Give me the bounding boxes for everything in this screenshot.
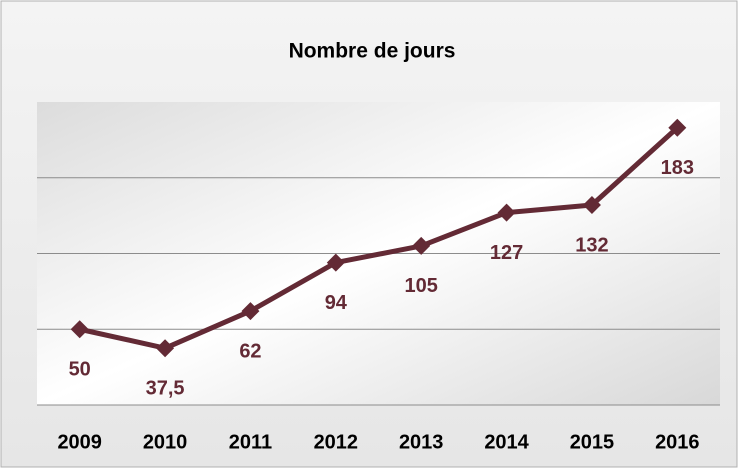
line xyxy=(79,125,679,351)
marker xyxy=(70,320,89,339)
data-label: 183 xyxy=(661,157,694,179)
marker xyxy=(241,302,260,321)
x-tick-label: 2016 xyxy=(655,431,700,453)
marker xyxy=(668,118,687,137)
x-tick-label: 2015 xyxy=(570,431,615,453)
marker xyxy=(412,236,431,255)
x-tick-label: 2011 xyxy=(229,431,272,453)
data-label: 50 xyxy=(69,359,91,381)
data-label: 94 xyxy=(325,292,348,314)
data-label: 105 xyxy=(405,275,438,297)
marker xyxy=(582,196,601,215)
marker xyxy=(156,339,175,358)
x-tick-label: 2013 xyxy=(399,431,444,453)
data-label: 37,5 xyxy=(146,377,185,399)
x-tick-label: 2009 xyxy=(57,431,102,453)
marker xyxy=(326,253,345,272)
data-label: 132 xyxy=(575,234,608,256)
marker xyxy=(497,203,516,222)
data-label: 127 xyxy=(490,242,523,264)
data-label: 62 xyxy=(239,340,261,362)
x-tick-label: 2010 xyxy=(143,431,188,453)
x-tick-label: 2012 xyxy=(314,431,359,453)
chart-title: Nombre de jours xyxy=(289,40,456,63)
x-tick-label: 2014 xyxy=(484,431,529,453)
